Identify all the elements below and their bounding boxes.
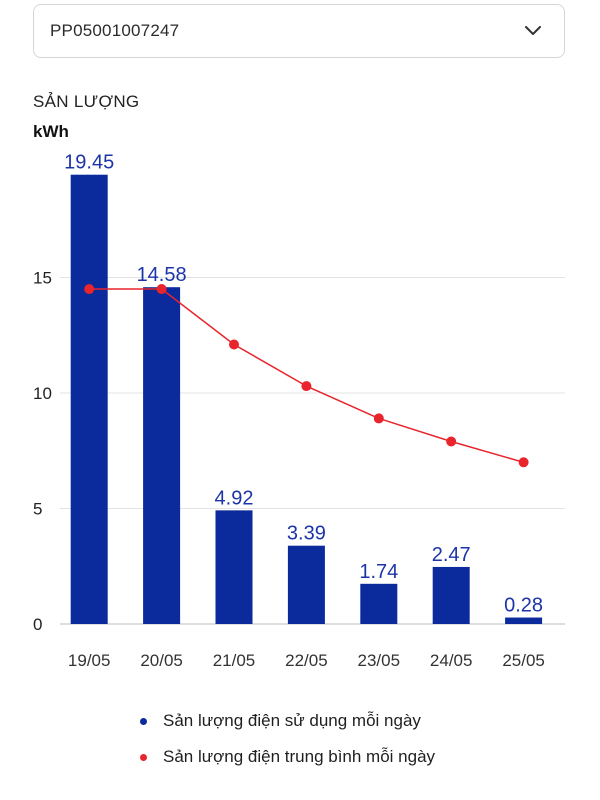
average-point-21/05[interactable] xyxy=(229,339,239,350)
meter-select[interactable]: PP05001007247 xyxy=(33,4,565,58)
legend-label-average: Sản lượng điện trung bình mỗi ngày xyxy=(163,747,436,766)
average-point-22/05[interactable] xyxy=(301,381,312,392)
x-tick-label: 21/05 xyxy=(213,651,256,670)
bar-data-label: 4.92 xyxy=(215,487,254,509)
bar-data-label: 0.28 xyxy=(504,595,543,617)
average-point-25/05[interactable] xyxy=(518,457,529,468)
average-point-24/05[interactable] xyxy=(446,436,457,447)
y-tick-label: 0 xyxy=(33,615,42,634)
x-tick-label: 23/05 xyxy=(358,651,401,670)
legend-item-usage[interactable]: Sản lượng điện sử dụng mỗi ngày xyxy=(140,706,435,736)
bar-line-chart: 0 5 10 15 19.45 19/05 14.58 20/05 4.92 21/05 3.39 2… xyxy=(33,152,565,670)
x-tick-label: 20/05 xyxy=(140,651,183,670)
y-axis-unit: kWh xyxy=(33,122,69,141)
bar-data-label: 14.58 xyxy=(137,264,187,286)
chart-title: SẢN LƯỢNG xyxy=(33,92,140,111)
bar-20/05[interactable] xyxy=(143,287,181,624)
y-tick-label: 5 xyxy=(33,500,42,519)
bar-data-label: 1.74 xyxy=(359,561,398,583)
meter-select-value: PP05001007247 xyxy=(50,21,180,40)
average-point-19/05[interactable] xyxy=(84,284,95,295)
x-tick-label: 24/05 xyxy=(430,651,473,670)
legend-dot-average xyxy=(140,753,147,761)
y-tick-label: 15 xyxy=(33,269,52,288)
legend-dot-usage xyxy=(140,717,147,725)
y-tick-label: 10 xyxy=(33,384,52,403)
average-point-23/05[interactable] xyxy=(373,413,384,424)
bar-25/05[interactable] xyxy=(505,617,543,624)
average-point-20/05[interactable] xyxy=(156,284,167,295)
bar-data-label: 2.47 xyxy=(432,544,471,566)
bar-19/05[interactable] xyxy=(70,174,108,624)
legend-item-average[interactable]: Sản lượng điện trung bình mỗi ngày xyxy=(140,742,435,772)
bar-21/05[interactable] xyxy=(215,510,253,624)
x-tick-label: 22/05 xyxy=(285,651,328,670)
x-tick-label: 25/05 xyxy=(502,651,545,670)
chart-legend: Sản lượng điện sử dụng mỗi ngày Sản lượn… xyxy=(140,706,435,778)
x-tick-label: 19/05 xyxy=(68,651,111,670)
bar-24/05[interactable] xyxy=(432,566,470,624)
bar-data-label: 19.45 xyxy=(64,152,114,174)
bar-22/05[interactable] xyxy=(287,545,325,624)
bar-23/05[interactable] xyxy=(360,583,398,624)
bar-data-label: 3.39 xyxy=(287,523,326,545)
legend-label-usage: Sản lượng điện sử dụng mỗi ngày xyxy=(163,711,421,730)
chevron-down-icon[interactable] xyxy=(524,22,542,40)
